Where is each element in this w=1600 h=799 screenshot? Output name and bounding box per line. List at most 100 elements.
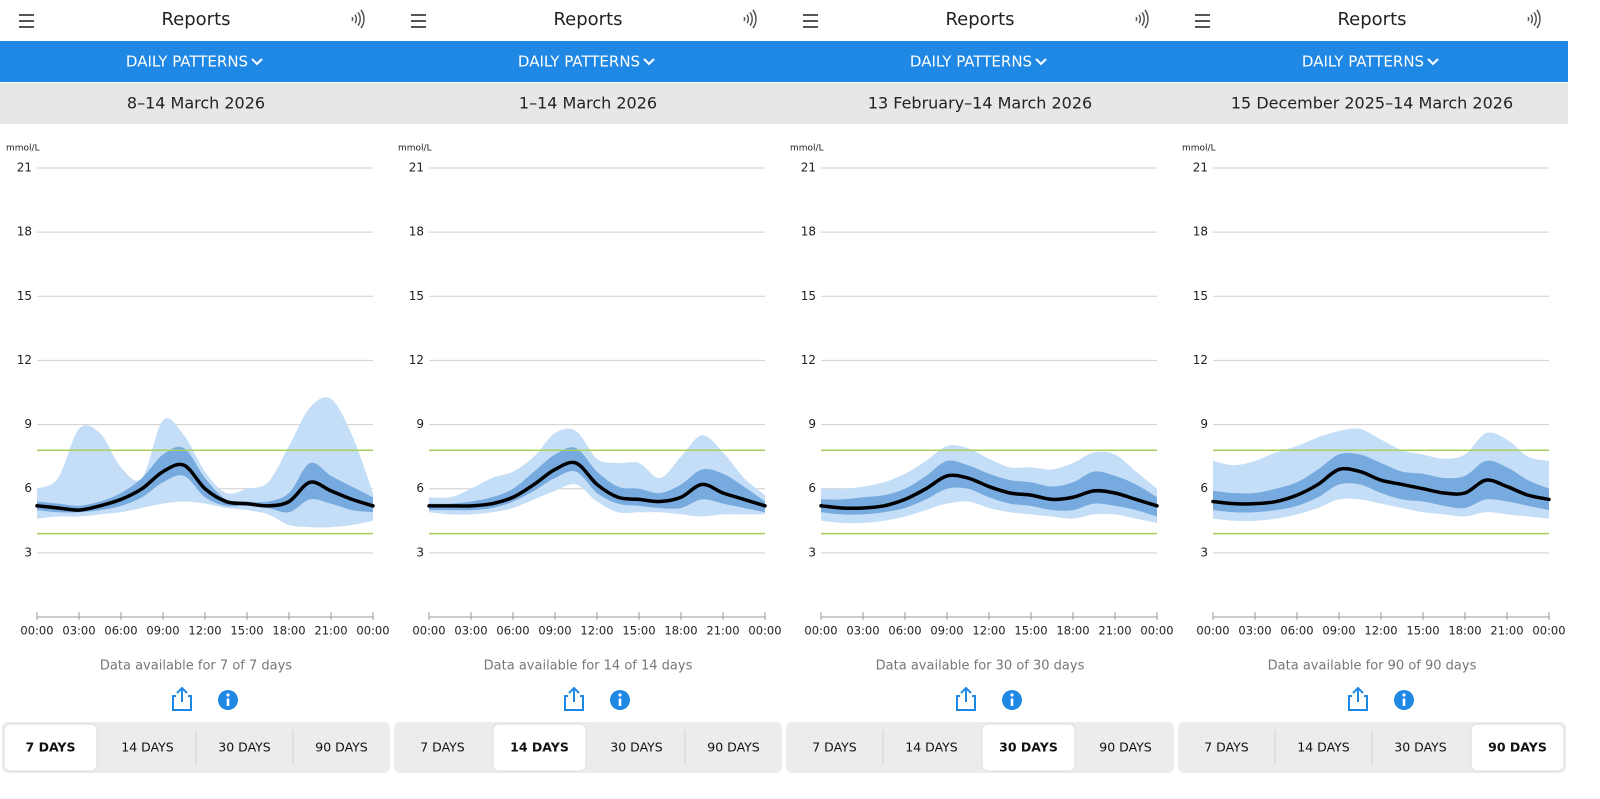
x-tick-label: 18:00 bbox=[272, 624, 305, 638]
info-dot bbox=[1010, 693, 1014, 697]
share-icon[interactable] bbox=[564, 686, 584, 711]
tab-label[interactable]: 90 DAYS bbox=[1488, 740, 1547, 755]
y-tick-label: 18 bbox=[1193, 225, 1208, 239]
nfc-icon bbox=[1138, 14, 1142, 24]
tab-label[interactable]: 14 DAYS bbox=[1297, 740, 1350, 755]
x-tick-label: 03:00 bbox=[454, 624, 487, 638]
x-tick-label: 15:00 bbox=[230, 624, 263, 638]
y-tick-label: 21 bbox=[1193, 161, 1208, 175]
y-unit: mmol/L bbox=[398, 144, 432, 154]
menu-label[interactable]: DAILY PATTERNS bbox=[126, 53, 248, 71]
median-line bbox=[427, 460, 767, 508]
info-dot bbox=[618, 693, 622, 697]
nfc-icon bbox=[357, 11, 361, 27]
y-tick-label: 3 bbox=[416, 545, 424, 559]
nfc-icon bbox=[1141, 11, 1145, 27]
x-tick-label: 15:00 bbox=[1406, 624, 1439, 638]
median-line bbox=[35, 462, 375, 512]
y-tick-label: 15 bbox=[1193, 289, 1208, 303]
tab-label[interactable]: 90 DAYS bbox=[1099, 740, 1152, 755]
date-range: 15 December 2025–14 March 2026 bbox=[1231, 94, 1513, 113]
x-tick-label: 03:00 bbox=[1238, 624, 1271, 638]
tab-label[interactable]: 7 DAYS bbox=[812, 740, 857, 755]
y-tick-label: 6 bbox=[808, 481, 816, 495]
y-tick-label: 9 bbox=[24, 417, 32, 431]
header-title: Reports bbox=[161, 9, 230, 30]
y-tick-label: 15 bbox=[17, 289, 32, 303]
x-tick-label: 21:00 bbox=[1490, 624, 1523, 638]
tab-label[interactable]: 14 DAYS bbox=[905, 740, 958, 755]
nfc-icon bbox=[1536, 9, 1541, 29]
menu-bar bbox=[1176, 41, 1568, 82]
y-tick-label: 9 bbox=[808, 417, 816, 431]
nfc-icon bbox=[1527, 16, 1530, 22]
y-unit: mmol/L bbox=[6, 144, 40, 154]
menu-label[interactable]: DAILY PATTERNS bbox=[1302, 53, 1424, 71]
x-tick-label: 12:00 bbox=[1364, 624, 1397, 638]
tab-selected bbox=[3, 723, 98, 772]
y-unit: mmol/L bbox=[1182, 144, 1216, 154]
tab-label[interactable]: 7 DAYS bbox=[26, 740, 76, 755]
x-tick-label: 00:00 bbox=[1196, 624, 1229, 638]
data-note: Data available for 30 of 30 days bbox=[876, 659, 1085, 674]
tab-label[interactable]: 7 DAYS bbox=[1204, 740, 1249, 755]
x-tick-label: 00:00 bbox=[412, 624, 445, 638]
percentile-band bbox=[1213, 453, 1549, 513]
share-icon[interactable] bbox=[172, 686, 192, 711]
tab-label[interactable]: 90 DAYS bbox=[707, 740, 760, 755]
x-tick-label: 09:00 bbox=[538, 624, 571, 638]
share-icon[interactable] bbox=[956, 686, 976, 711]
x-tick-label: 09:00 bbox=[146, 624, 179, 638]
tab-label[interactable]: 30 DAYS bbox=[218, 740, 271, 755]
menu-label[interactable]: DAILY PATTERNS bbox=[518, 53, 640, 71]
date-bar bbox=[1176, 83, 1568, 124]
menu-label[interactable]: DAILY PATTERNS bbox=[910, 53, 1032, 71]
tab-label[interactable]: 14 DAYS bbox=[510, 740, 569, 755]
x-tick-label: 18:00 bbox=[664, 624, 697, 638]
tab-selected bbox=[1470, 723, 1565, 772]
tab-label[interactable]: 30 DAYS bbox=[1394, 740, 1447, 755]
y-tick-label: 21 bbox=[17, 161, 32, 175]
x-tick-label: 21:00 bbox=[706, 624, 739, 638]
x-tick-label: 00:00 bbox=[20, 624, 53, 638]
median-line bbox=[1211, 466, 1551, 506]
tab-label[interactable]: 7 DAYS bbox=[420, 740, 465, 755]
nfc-icon bbox=[749, 11, 753, 27]
tab-label[interactable]: 30 DAYS bbox=[610, 740, 663, 755]
nfc-icon bbox=[752, 9, 757, 29]
x-tick-label: 06:00 bbox=[888, 624, 921, 638]
x-tick-label: 00:00 bbox=[748, 624, 781, 638]
y-tick-label: 18 bbox=[409, 225, 424, 239]
x-tick-label: 00:00 bbox=[1532, 624, 1565, 638]
y-tick-label: 6 bbox=[416, 481, 424, 495]
nfc-icon bbox=[746, 14, 750, 24]
tab-label[interactable]: 14 DAYS bbox=[121, 740, 174, 755]
data-note: Data available for 7 of 7 days bbox=[100, 659, 292, 674]
tab-label[interactable]: 90 DAYS bbox=[315, 740, 368, 755]
tab-selected bbox=[492, 723, 587, 772]
y-tick-label: 6 bbox=[24, 481, 32, 495]
percentile-band bbox=[37, 446, 373, 513]
y-tick-label: 12 bbox=[17, 353, 32, 367]
info-dot bbox=[1402, 693, 1406, 697]
y-tick-label: 3 bbox=[1200, 545, 1208, 559]
tab-label[interactable]: 30 DAYS bbox=[999, 740, 1058, 755]
share-icon[interactable] bbox=[1348, 686, 1368, 711]
menu-bar bbox=[392, 41, 784, 82]
y-unit: mmol/L bbox=[790, 144, 824, 154]
x-tick-label: 21:00 bbox=[1098, 624, 1131, 638]
y-tick-label: 18 bbox=[801, 225, 816, 239]
x-tick-label: 06:00 bbox=[496, 624, 529, 638]
x-tick-label: 06:00 bbox=[104, 624, 137, 638]
chevron bbox=[251, 58, 263, 66]
x-tick-label: 21:00 bbox=[314, 624, 347, 638]
x-tick-label: 15:00 bbox=[622, 624, 655, 638]
y-tick-label: 18 bbox=[17, 225, 32, 239]
x-tick-label: 12:00 bbox=[972, 624, 1005, 638]
x-tick-label: 00:00 bbox=[356, 624, 389, 638]
nfc-icon bbox=[351, 16, 354, 22]
date-bar bbox=[0, 83, 392, 124]
x-tick-label: 18:00 bbox=[1448, 624, 1481, 638]
